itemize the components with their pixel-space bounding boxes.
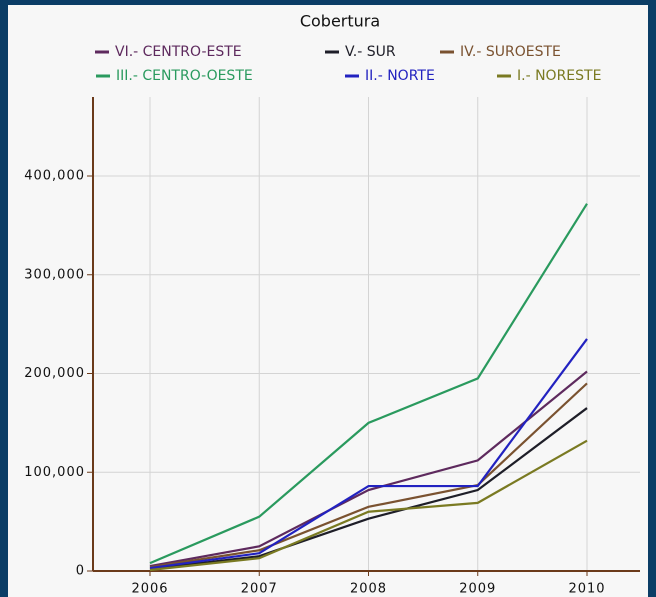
plot-panel xyxy=(8,5,648,597)
x-tick-label: 2010 xyxy=(568,582,605,597)
legend-label: II.- NORTE xyxy=(365,68,435,84)
chart-title: Cobertura xyxy=(300,12,380,31)
legend-label: III.- CENTRO-OESTE xyxy=(116,68,253,84)
x-tick-label: 2008 xyxy=(350,582,387,597)
frame-right xyxy=(648,0,656,597)
y-tick-label: 400,000 xyxy=(24,169,85,184)
frame-top xyxy=(0,0,656,5)
series-line xyxy=(149,338,588,570)
series-line xyxy=(149,382,588,569)
y-tick-label: 0 xyxy=(76,564,85,579)
legend-label: V.- SUR xyxy=(345,44,396,60)
x-tick-label: 2006 xyxy=(131,582,168,597)
series-line xyxy=(149,439,588,572)
series-line xyxy=(149,407,588,571)
y-tick-label: 300,000 xyxy=(24,267,85,282)
y-tick-label: 200,000 xyxy=(24,366,85,381)
y-tick-label: 100,000 xyxy=(24,465,85,480)
legend-label: I.- NORESTE xyxy=(517,68,601,84)
series-line xyxy=(149,203,588,565)
x-tick-label: 2007 xyxy=(241,582,278,597)
legend-label: IV.- SUROESTE xyxy=(460,44,561,60)
series-line xyxy=(149,370,588,568)
x-tick-label: 2009 xyxy=(459,582,496,597)
frame-left xyxy=(0,0,8,597)
legend-label: VI.- CENTRO-ESTE xyxy=(115,44,242,60)
